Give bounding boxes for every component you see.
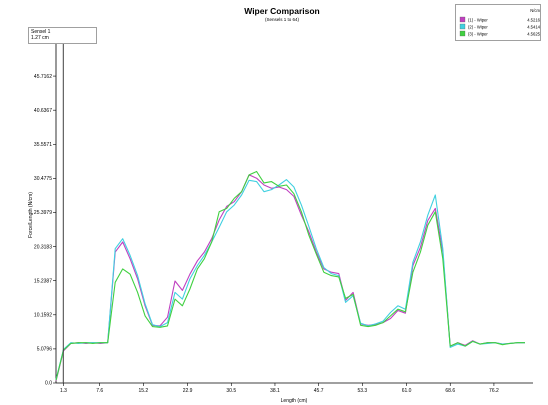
x-tick-label: 45.7 [314,388,324,394]
legend-swatch [459,16,466,23]
legend: N/cm (1) - Wiper 4.5216 (2) - Wiper 4.5414 (… [455,4,541,41]
x-tick-label: 15.2 [138,388,148,394]
x-tick-label: 22.9 [183,388,193,394]
y-tick-label: 20.3183 [34,244,52,250]
x-tick-label: 76.2 [489,388,499,394]
cursor-label: Sensel 1 [31,29,51,35]
x-tick-label: 30.5 [226,388,236,394]
legend-value: 4.5414 [527,24,540,29]
series-line-2 [55,179,525,380]
y-tick-label: 0.0 [45,381,52,387]
legend-header: N/cm [530,8,540,13]
series-lines [55,170,525,382]
y-tick-label: 5.0796 [37,347,53,353]
y-tick-label: 40.6367 [34,108,52,114]
x-tick-label: 61.0 [402,388,412,394]
legend-label: (1) - Wiper [468,17,488,22]
chart-title: Wiper Comparison [244,6,320,16]
legend-label: (3) - Wiper [468,31,488,36]
x-axis-label: Length (cm) [281,398,308,404]
y-tick-label: 15.2387 [34,278,52,284]
legend-entries: N/cm (1) - Wiper 4.5216 (2) - Wiper 4.5414 (… [459,8,541,37]
y-tick-label: 30.4775 [34,176,52,182]
legend-value: 4.5625 [527,31,540,36]
y-axis-label: Force/Length (N/cm) [28,192,34,238]
legend-swatch [459,23,466,30]
x-tick-label: 53.3 [357,388,367,394]
series-line-3 [55,170,525,381]
cursor-readout: Sensel 1 1.27 cm [28,27,97,44]
legend-swatch [459,30,466,37]
y-tick-label: 25.3979 [34,210,52,216]
y-tick-label: 10.1592 [34,312,52,318]
legend-label: (2) - Wiper [468,24,488,29]
legend-value: 4.5216 [527,17,540,22]
x-tick-label: 1.3 [60,388,67,394]
y-tick-label: 45.7162 [34,74,52,80]
series-line-1 [55,174,525,382]
y-axis-ticks: 0.0 5.0796 10.1592 15.2387 20.3183 25.3979 30.… [34,40,56,387]
y-tick-label: 35.5571 [34,142,52,148]
x-tick-label: 68.6 [445,388,455,394]
x-axis-ticks: 1.3 7.6 15.2 22.9 30.5 38.1 45.7 53.3 61.0 68.6 76… [60,383,499,394]
x-tick-label: 7.6 [96,388,103,394]
chart-subtitle: (Sensels 1 to 64) [265,17,300,22]
cursor-value: 1.27 cm [31,35,49,41]
x-tick-label: 38.1 [270,388,280,394]
